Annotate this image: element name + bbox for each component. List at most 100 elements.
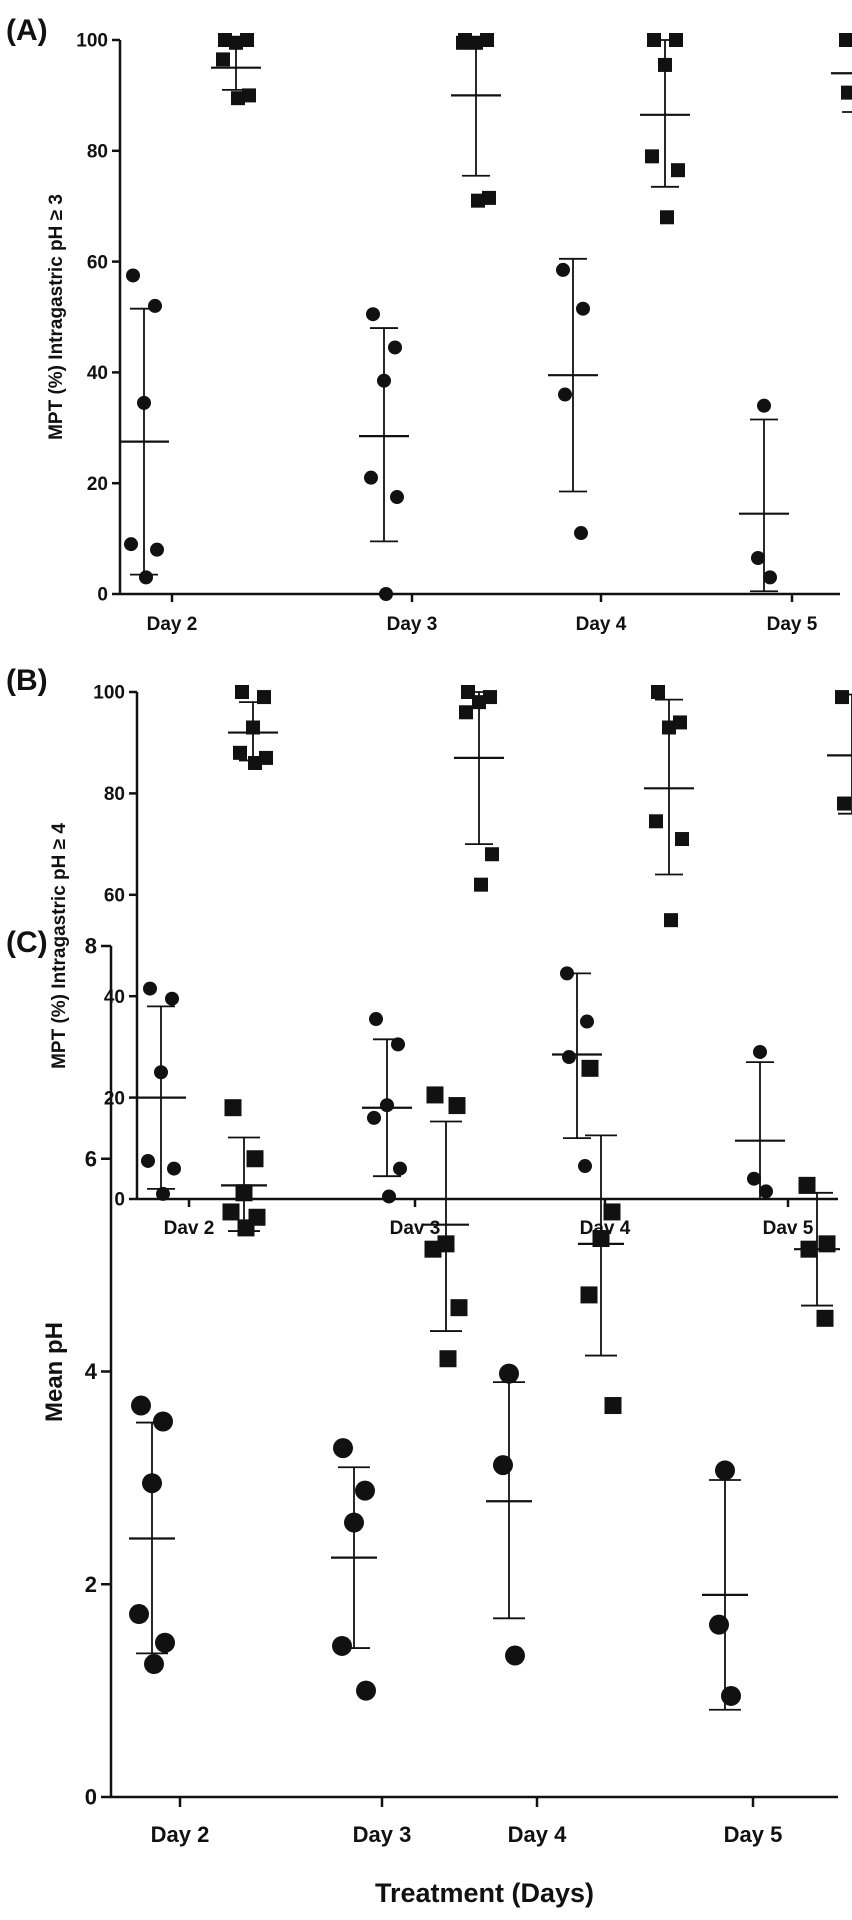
data-point-circle: [333, 1438, 353, 1459]
square-group: [831, 33, 852, 113]
data-point-circle: [355, 1480, 375, 1501]
data-point-square: [471, 193, 485, 208]
data-point-square: [448, 1097, 466, 1115]
data-point-square: [662, 720, 676, 735]
data-point-circle: [747, 1171, 761, 1186]
data-point-square: [461, 685, 475, 699]
data-point-circle: [493, 1455, 513, 1476]
circle-group: [359, 307, 409, 601]
data-point-square: [604, 1397, 622, 1415]
data-point-square: [248, 755, 262, 770]
data-point-circle: [144, 1654, 164, 1675]
y-tick-label: 20: [87, 474, 108, 495]
y-tick-label: 0: [114, 1190, 125, 1211]
data-point-square: [474, 877, 488, 892]
data-point-square: [841, 85, 852, 100]
data-point-circle: [153, 1411, 173, 1432]
data-point-circle: [165, 991, 179, 1006]
data-point-circle: [391, 1037, 405, 1052]
y-tick-label: 40: [87, 363, 108, 384]
data-point-circle: [558, 387, 572, 402]
data-point-square: [259, 750, 273, 765]
square-group: [423, 1086, 469, 1368]
data-point-square: [580, 1286, 598, 1304]
data-point-circle: [382, 1189, 396, 1204]
data-point-square: [240, 33, 254, 47]
data-point-square: [459, 705, 473, 720]
data-point-circle: [380, 1098, 394, 1113]
x-tick-label: Dav 3: [390, 1218, 441, 1239]
data-point-circle: [379, 587, 393, 601]
x-tick-label: Day 4: [508, 1822, 567, 1847]
data-point-square: [426, 1086, 444, 1104]
data-point-circle: [377, 373, 391, 388]
data-point-circle: [721, 1685, 741, 1706]
data-point-square: [658, 57, 672, 72]
data-point-square: [439, 1350, 457, 1368]
data-point-circle: [126, 268, 140, 283]
data-point-circle: [759, 1184, 773, 1199]
data-point-square: [246, 1150, 264, 1168]
square-group: [451, 33, 501, 208]
circle-group: [129, 1395, 175, 1675]
data-point-square: [216, 52, 230, 67]
data-point-square: [816, 1309, 834, 1327]
data-point-square: [837, 796, 851, 811]
x-tick-label: Dav 5: [763, 1218, 814, 1239]
circle-group: [735, 1044, 785, 1200]
square-group: [794, 1176, 840, 1327]
data-point-circle: [390, 490, 404, 505]
data-point-circle: [751, 550, 765, 565]
data-point-circle: [578, 1159, 592, 1174]
panel-label: (C): [6, 926, 48, 959]
data-point-square: [480, 33, 494, 47]
data-point-square: [485, 847, 499, 862]
data-point-square: [235, 1184, 253, 1202]
data-point-circle: [366, 307, 380, 322]
data-point-square: [472, 695, 486, 710]
square-group: [640, 33, 690, 225]
circle-group: [702, 1460, 748, 1711]
data-point-square: [645, 149, 659, 164]
x-axis-title: Treatment (Days): [375, 1878, 594, 1908]
y-tick-label: 60: [87, 252, 108, 273]
data-point-circle: [131, 1395, 151, 1416]
data-point-circle: [580, 1014, 594, 1029]
y-tick-label: 80: [87, 141, 108, 162]
square-group: [578, 1059, 624, 1415]
data-point-circle: [139, 570, 153, 585]
data-point-circle: [499, 1363, 519, 1384]
data-point-circle: [141, 1153, 155, 1168]
y-tick-label: 100: [93, 683, 125, 704]
data-point-square: [592, 1230, 610, 1248]
data-point-square: [437, 1235, 455, 1253]
data-point-square: [818, 1235, 836, 1253]
square-group: [644, 685, 694, 928]
circle-group: [486, 1363, 532, 1666]
data-point-square: [669, 33, 683, 47]
circle-group: [136, 981, 186, 1201]
data-point-circle: [576, 301, 590, 316]
y-tick-label: 0: [85, 1785, 97, 1810]
data-point-circle: [753, 1044, 767, 1059]
data-point-square: [660, 210, 674, 225]
data-point-circle: [156, 1186, 170, 1201]
data-point-square: [224, 1099, 242, 1117]
circle-group: [739, 398, 789, 593]
data-point-circle: [709, 1614, 729, 1635]
y-tick-label: 80: [104, 784, 125, 805]
data-point-square: [673, 715, 687, 730]
data-point-circle: [167, 1161, 181, 1176]
data-point-circle: [574, 526, 588, 541]
data-point-square: [469, 35, 483, 50]
y-axis-title: MPT (%) Intragastric pH ≥ 3: [46, 194, 67, 440]
circle-group: [331, 1438, 377, 1701]
data-point-circle: [332, 1635, 352, 1656]
data-point-square: [231, 91, 245, 106]
data-point-circle: [142, 1473, 162, 1494]
data-point-circle: [393, 1161, 407, 1176]
data-point-circle: [388, 340, 402, 355]
data-point-square: [233, 745, 247, 760]
data-point-circle: [148, 298, 162, 313]
